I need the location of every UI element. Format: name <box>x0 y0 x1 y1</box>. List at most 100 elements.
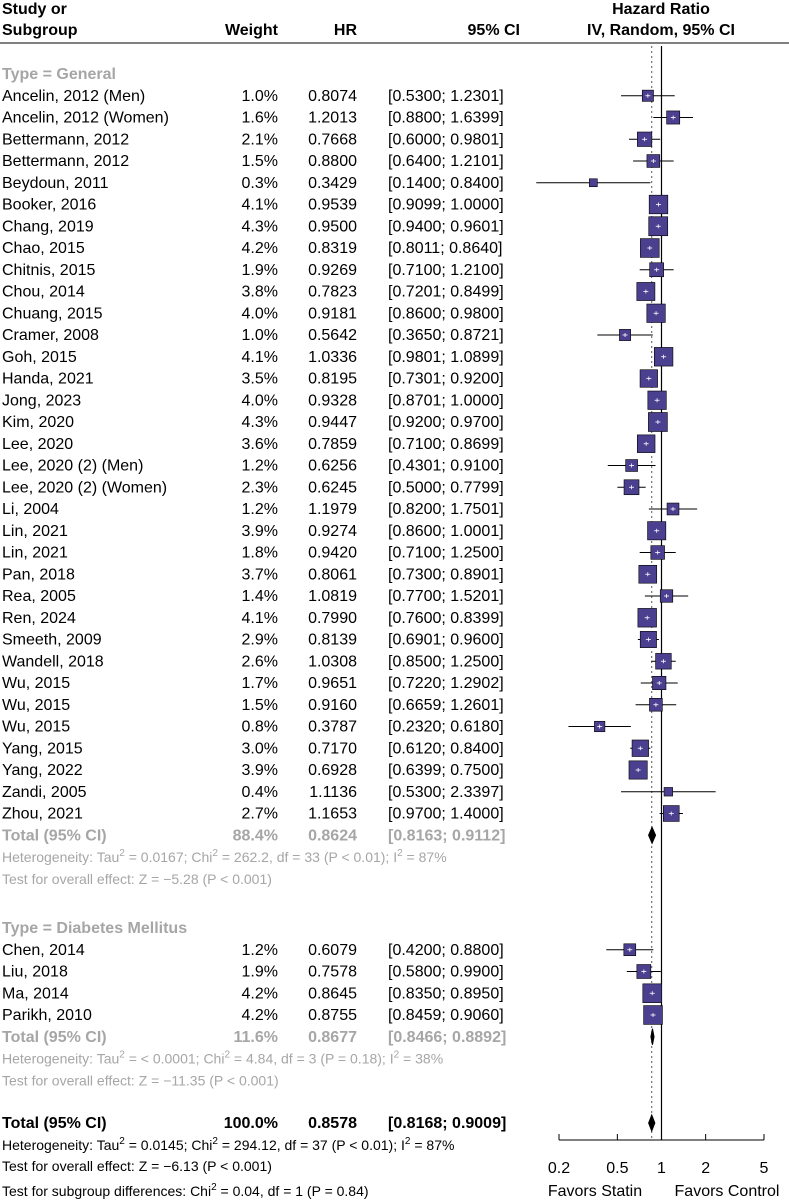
study-hr: 0.8755 <box>308 1007 357 1024</box>
study-hr: 0.3787 <box>308 719 357 736</box>
study-name: Wu, 2015 <box>2 675 70 692</box>
subgroup-total-weight: 88.4% <box>233 827 278 844</box>
study-name: Ren, 2024 <box>2 610 76 627</box>
study-name: Zandi, 2005 <box>2 784 87 801</box>
study-ci: [0.5300; 1.2301] <box>388 88 504 105</box>
study-hr: 1.1979 <box>308 501 357 518</box>
study-hr: 0.7859 <box>308 436 357 453</box>
study-hr: 0.8800 <box>308 153 357 170</box>
study-weight: 4.2% <box>242 1007 278 1024</box>
study-weight: 1.2% <box>242 458 278 475</box>
study-name: Kim, 2020 <box>2 414 74 431</box>
study-ci: [0.5300; 2.3397] <box>388 784 504 801</box>
study-name: Goh, 2015 <box>2 349 77 366</box>
study-weight: 1.2% <box>242 501 278 518</box>
study-weight: 1.8% <box>242 545 278 562</box>
study-hr: 0.9500 <box>308 218 357 235</box>
subgroup-total-label: Total (95% CI) <box>2 1029 107 1046</box>
study-weight: 2.7% <box>242 806 278 823</box>
study-weight: 1.9% <box>242 262 278 279</box>
study-marker <box>663 787 673 797</box>
overall-heterogeneity: Heterogeneity: Tau2 = 0.0145; Chi2 = 294… <box>2 1136 454 1153</box>
study-ci: [0.7100; 1.2100] <box>388 262 504 279</box>
study-weight: 3.5% <box>242 371 278 388</box>
study-ci: [0.6400; 1.2101] <box>388 153 504 170</box>
study-ci: [0.9099; 1.0000] <box>388 197 504 214</box>
study-weight: 4.3% <box>242 218 278 235</box>
study-hr: 0.9181 <box>308 305 357 322</box>
study-hr: 1.1136 <box>309 784 357 801</box>
study-weight: 1.7% <box>242 675 278 692</box>
x-tick-label: 0.2 <box>548 1160 570 1177</box>
header-subgroup: Subgroup <box>2 22 78 39</box>
study-ci: [0.5800; 0.9900] <box>388 964 504 981</box>
study-hr: 0.9447 <box>308 414 357 431</box>
header-plot-title: Hazard Ratio <box>612 1 710 18</box>
header-hr: HR <box>334 22 358 39</box>
study-weight: 0.8% <box>242 719 278 736</box>
study-ci: [0.8701; 1.0000] <box>388 392 504 409</box>
study-ci: [0.7700; 1.5201] <box>388 588 504 605</box>
study-hr: 1.2013 <box>308 110 357 127</box>
study-weight: 4.3% <box>242 414 278 431</box>
study-weight: 1.0% <box>242 88 278 105</box>
study-ci: [0.2320; 0.6180] <box>388 719 504 736</box>
superscript: 2 <box>119 848 125 859</box>
study-hr: 0.3429 <box>308 175 357 192</box>
study-ci: [0.3650; 0.8721] <box>388 327 504 344</box>
study-name: Wandell, 2018 <box>2 653 104 670</box>
study-ci: [0.7600; 0.8399] <box>388 610 504 627</box>
study-ci: [0.9801; 1.0899] <box>388 349 504 366</box>
study-hr: 1.0336 <box>308 349 357 366</box>
study-ci: [0.8459; 0.9060] <box>388 1007 504 1024</box>
study-hr: 0.6245 <box>308 479 357 496</box>
study-weight: 1.5% <box>242 153 278 170</box>
superscript: 2 <box>397 848 403 859</box>
study-name: Ma, 2014 <box>2 985 69 1002</box>
overall-total-ci: [0.8168; 0.9009] <box>388 1115 506 1132</box>
study-weight: 1.6% <box>242 110 278 127</box>
study-hr: 0.6256 <box>308 458 357 475</box>
study-weight: 4.2% <box>242 985 278 1002</box>
study-ci: [0.7220; 1.2902] <box>388 675 504 692</box>
study-hr: 0.9539 <box>308 197 357 214</box>
favors-left-label: Favors Statin <box>548 1183 642 1200</box>
study-name: Handa, 2021 <box>2 371 94 388</box>
study-name: Yang, 2022 <box>2 762 83 779</box>
subgroup-total-ci: [0.8163; 0.9112] <box>388 827 505 844</box>
study-hr: 0.9420 <box>308 545 357 562</box>
text-span: = 0.0167; Chi <box>125 849 213 865</box>
study-weight: 3.9% <box>242 523 278 540</box>
study-hr: 0.7990 <box>308 610 357 627</box>
study-name: Lee, 2020 <box>2 436 73 453</box>
subgroup-label-diabetes: Type = Diabetes Mellitus <box>2 920 187 937</box>
header-plot-subtitle: IV, Random, 95% CI <box>587 22 735 39</box>
study-ci: [0.1400; 0.8400] <box>388 175 504 192</box>
superscript: 2 <box>211 1182 217 1193</box>
study-name: Chang, 2019 <box>2 218 94 235</box>
text-span: = 38% <box>399 1051 443 1067</box>
study-weight: 4.0% <box>242 392 278 409</box>
study-hr: 0.7823 <box>308 284 357 301</box>
study-hr: 0.9651 <box>308 675 357 692</box>
study-ci: [0.8350; 0.8950] <box>388 985 504 1002</box>
study-name: Rea, 2005 <box>2 588 76 605</box>
study-weight: 2.3% <box>242 479 278 496</box>
study-name: Lee, 2020 (2) (Men) <box>2 458 143 475</box>
study-weight: 4.1% <box>242 197 278 214</box>
study-weight: 3.8% <box>242 284 278 301</box>
study-hr: 1.0308 <box>308 653 357 670</box>
study-name: Wu, 2015 <box>2 697 70 714</box>
study-ci: [0.9200; 0.9700] <box>388 414 504 431</box>
superscript: 2 <box>405 1136 411 1147</box>
study-ci: [0.7100; 1.2500] <box>388 545 504 562</box>
study-name: Chen, 2014 <box>2 942 85 959</box>
text-span: = 294.12, df = 37 (P < 0.01); I <box>218 1137 405 1153</box>
study-ci: [0.4200; 0.8800] <box>388 942 504 959</box>
study-marker <box>589 178 598 188</box>
study-weight: 4.0% <box>242 305 278 322</box>
study-name: Lee, 2020 (2) (Women) <box>2 479 167 496</box>
study-ci: [0.7300; 0.8901] <box>388 566 504 583</box>
study-name: Lin, 2021 <box>2 545 68 562</box>
